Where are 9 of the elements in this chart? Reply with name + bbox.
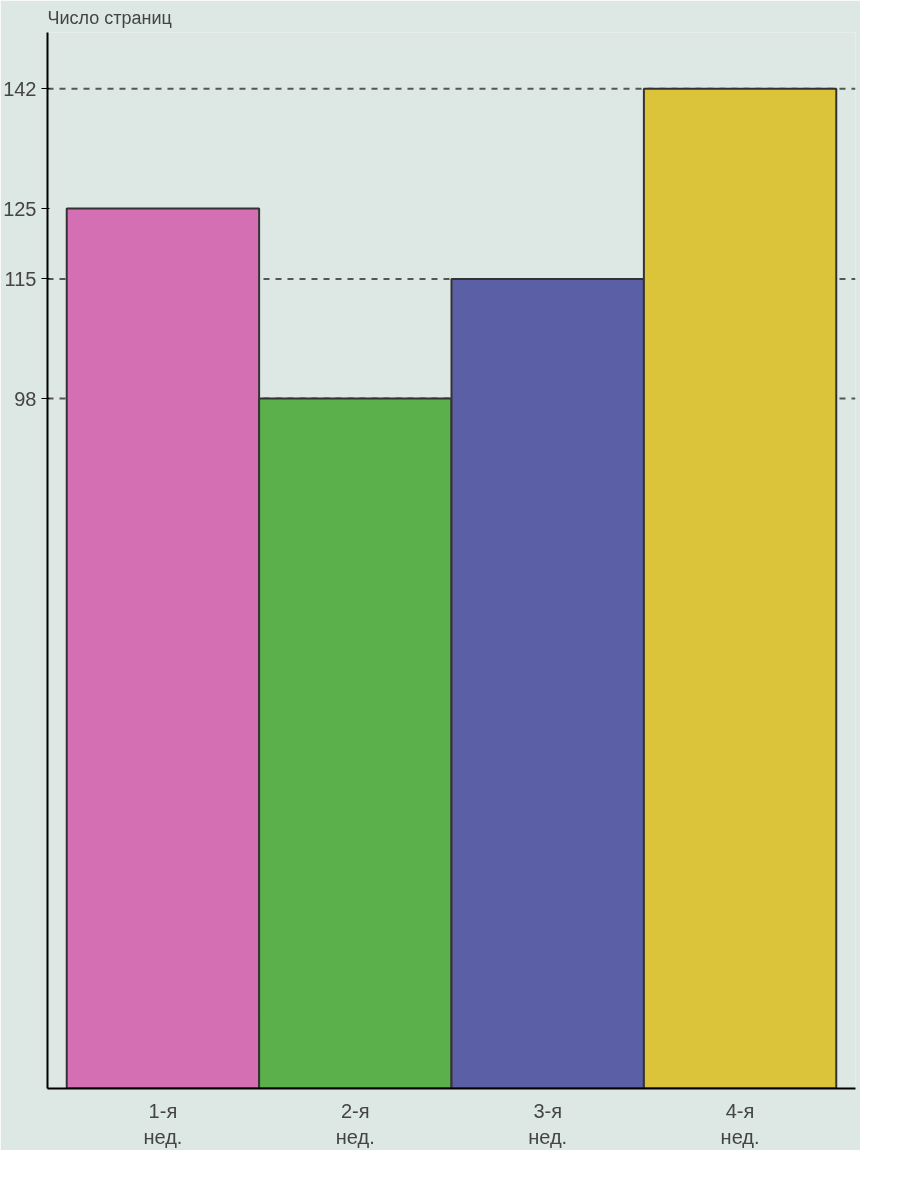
x-tick-label: 3-я нед. xyxy=(528,1099,568,1148)
x-tick-label: 4-я нед. xyxy=(720,1099,760,1148)
y-tick-label: 125 xyxy=(3,197,37,220)
x-tick-label: 2-я нед. xyxy=(335,1099,375,1148)
x-tick-label: 1-я нед. xyxy=(143,1099,183,1148)
y-axis-title: Число страниц xyxy=(47,7,172,28)
y-tick-label: 98 xyxy=(14,387,37,410)
y-tick-label: 115 xyxy=(4,267,37,290)
y-tick-label: 142 xyxy=(3,77,37,100)
